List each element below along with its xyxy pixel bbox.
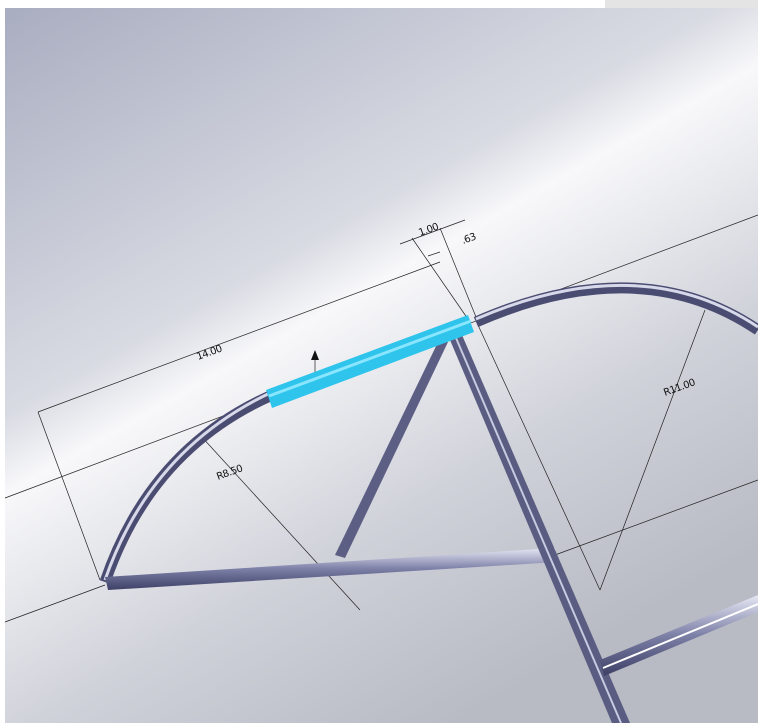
dimension-lines	[4, 214, 758, 623]
corner-panel	[605, 0, 758, 8]
frame	[99, 282, 758, 723]
dimension-label: .63	[460, 232, 477, 247]
